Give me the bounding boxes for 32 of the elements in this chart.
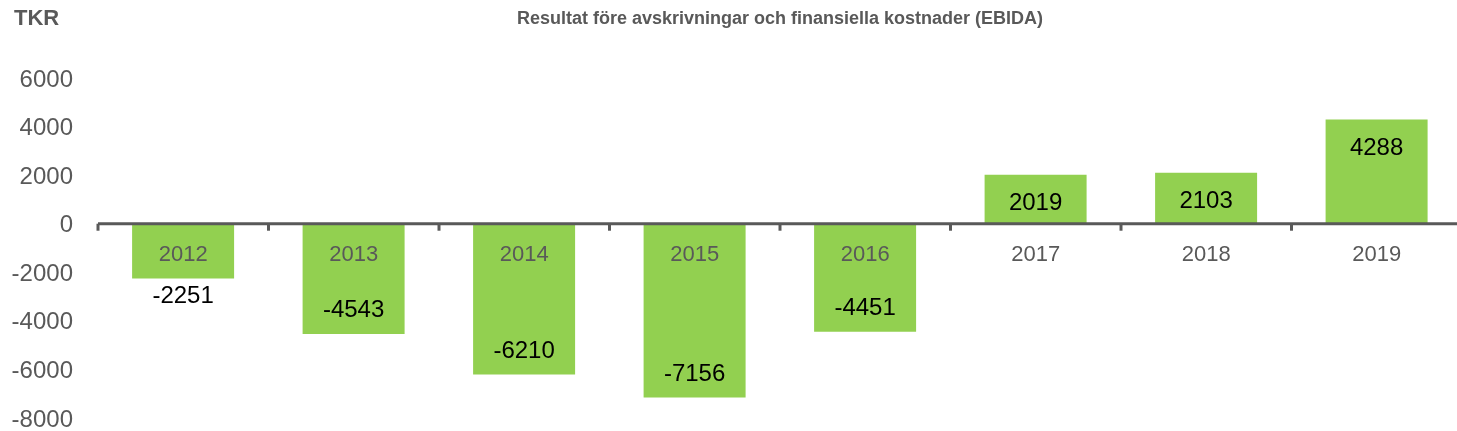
x-tick-label: 2017 xyxy=(1011,240,1061,266)
y-tick-label: -2000 xyxy=(11,258,73,286)
bar xyxy=(814,223,917,332)
y-tick-label: 6000 xyxy=(19,64,73,92)
data-label: -2251 xyxy=(152,280,214,308)
data-label: -4451 xyxy=(834,292,896,320)
y-tick-label: -4000 xyxy=(11,307,73,335)
bar xyxy=(132,223,235,279)
data-label: -6210 xyxy=(493,335,555,363)
y-tick-label: -8000 xyxy=(11,404,73,431)
data-label: -7156 xyxy=(663,358,726,385)
bar xyxy=(302,223,405,335)
y-tick-label: 2000 xyxy=(19,161,73,189)
x-tick-label: 2016 xyxy=(840,240,890,266)
x-tick-label: 2019 xyxy=(1352,240,1402,266)
x-tick-label: 2015 xyxy=(670,240,720,266)
data-label: 2019 xyxy=(1008,187,1063,215)
x-tick-label: 2012 xyxy=(158,240,208,266)
y-tick-label: 0 xyxy=(59,210,73,238)
y-axis-title: TKR xyxy=(14,5,60,31)
data-label: -4543 xyxy=(322,294,385,322)
y-tick-label: 4000 xyxy=(19,113,73,141)
bar xyxy=(1325,119,1428,224)
bar xyxy=(643,223,746,398)
x-tick-label: 2018 xyxy=(1181,240,1231,266)
y-tick-label: -6000 xyxy=(11,355,73,383)
x-tick-label: 2014 xyxy=(499,240,549,266)
chart-title: Resultat före avskrivningar och finansiella kostnader (EBIDA) xyxy=(515,7,1045,29)
x-tick-label: 2013 xyxy=(329,240,379,266)
data-label: 2103 xyxy=(1179,185,1233,213)
data-label: 4288 xyxy=(1349,132,1404,160)
bar xyxy=(473,223,576,375)
